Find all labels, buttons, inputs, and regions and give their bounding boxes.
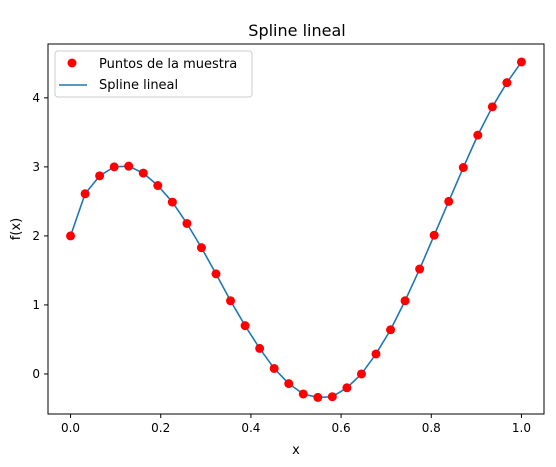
x-tick-label: 1.0 — [512, 421, 531, 435]
data-point — [356, 369, 366, 379]
legend-label-points: Puntos de la muestra — [99, 57, 237, 72]
data-point — [153, 181, 163, 191]
data-point — [66, 231, 76, 241]
data-point — [458, 163, 468, 173]
y-axis-label: f(x) — [9, 218, 24, 240]
data-point — [473, 130, 483, 140]
legend-frame — [54, 50, 253, 98]
legend-marker-points — [67, 58, 77, 68]
data-point — [80, 189, 90, 199]
data-point — [371, 349, 381, 359]
x-tick-label: 0.2 — [151, 421, 170, 435]
data-point — [298, 389, 308, 399]
x-tick-label: 0.4 — [241, 421, 260, 435]
data-point — [502, 78, 512, 88]
line-layer — [69, 61, 523, 399]
y-tick-label: 3 — [32, 160, 40, 174]
data-point — [313, 392, 323, 402]
y-tick-label: 0 — [32, 367, 40, 381]
data-point — [516, 57, 526, 67]
data-point — [386, 325, 396, 335]
data-point — [226, 296, 236, 306]
data-point — [138, 168, 148, 178]
data-point — [284, 379, 294, 389]
x-axis: 0.0 0.2 0.4 0.6 0.8 1.0 — [61, 414, 531, 435]
y-tick-label: 4 — [32, 91, 40, 105]
data-point — [182, 218, 192, 228]
plot-frame — [47, 43, 545, 415]
data-point — [487, 102, 497, 112]
x-tick-label: 0.8 — [422, 421, 441, 435]
x-tick-label: 0.0 — [61, 421, 80, 435]
x-axis-label: x — [292, 443, 300, 458]
data-point — [269, 363, 279, 373]
data-point — [124, 161, 134, 171]
data-point — [255, 343, 265, 353]
data-point — [400, 296, 410, 306]
legend-label-line: Spline lineal — [99, 78, 178, 93]
data-point — [109, 162, 119, 172]
data-point — [167, 197, 177, 207]
data-point — [429, 230, 439, 240]
y-tick-label: 2 — [32, 229, 40, 243]
x-tick-label: 0.6 — [332, 421, 351, 435]
data-point — [342, 383, 352, 393]
data-point — [327, 392, 337, 402]
series-line-spline — [69, 61, 523, 399]
data-point — [211, 269, 221, 279]
data-point — [196, 243, 206, 253]
data-point — [415, 264, 425, 274]
data-point — [95, 171, 105, 181]
data-point — [444, 196, 454, 206]
point-layer — [66, 57, 526, 402]
y-tick-label: 1 — [32, 298, 40, 312]
chart-title: Spline lineal — [248, 21, 345, 40]
y-axis: 0 1 2 3 4 — [32, 91, 48, 381]
legend: Puntos de la muestra Spline lineal — [54, 50, 253, 98]
plot-area — [47, 43, 545, 415]
data-point — [240, 321, 250, 331]
